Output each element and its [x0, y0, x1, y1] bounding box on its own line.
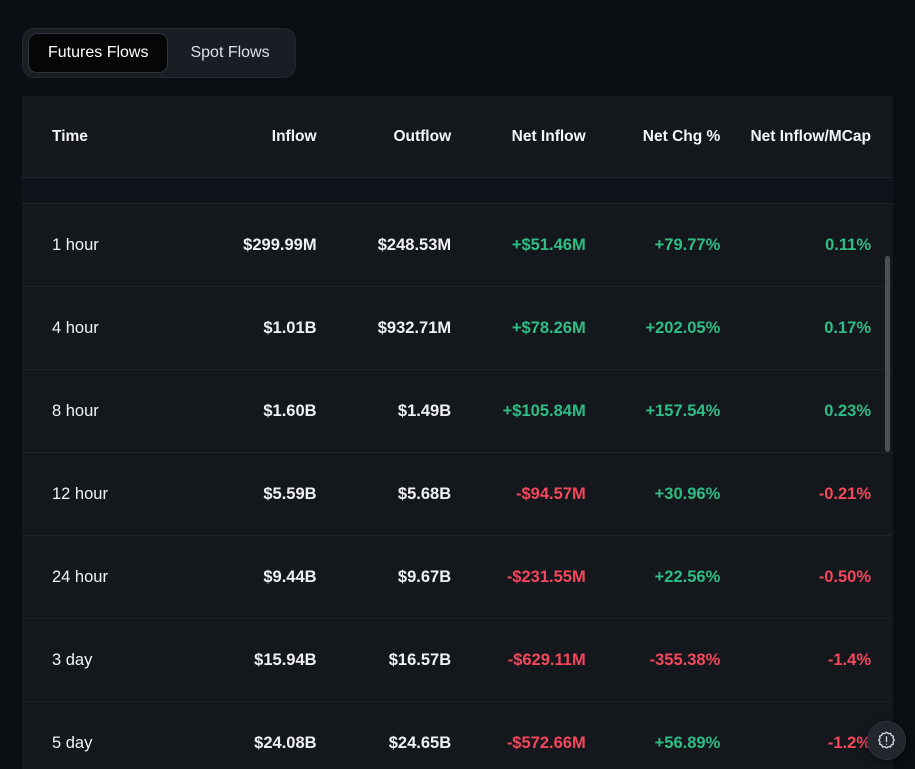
table-row[interactable]: 8 hour $1.60B $1.49B +$105.84M +157.54% 0.23%: [22, 370, 893, 453]
column-header: Net Inflow: [511, 127, 586, 145]
column-header: Outflow: [393, 127, 452, 145]
cell-inflow: $1.01B: [263, 318, 317, 337]
cell-outflow: $9.67B: [397, 567, 452, 586]
cell-net-chg-pct: +30.96%: [654, 484, 721, 503]
cell-net-chg-pct: -355.38%: [649, 650, 721, 669]
cell-net-inflow: -$231.55M: [506, 567, 586, 586]
cell-net-inflow-mcap: 0.17%: [824, 318, 871, 337]
cell-net-inflow-mcap: -0.21%: [818, 484, 871, 503]
cell-net-chg-pct: +56.89%: [654, 733, 721, 752]
badge-alert-icon: [876, 730, 897, 751]
cell-inflow: $5.59B: [263, 484, 317, 503]
vertical-scrollbar-thumb[interactable]: [885, 256, 890, 452]
cell-net-inflow: -$572.66M: [506, 733, 586, 752]
cell-time: 1 hour: [52, 235, 99, 254]
cell-time: 8 hour: [52, 401, 99, 420]
tab-futures-flows[interactable]: Futures Flows: [28, 33, 169, 73]
cell-inflow: $9.44B: [263, 567, 317, 586]
table-row[interactable]: 4 hour $1.01B $932.71M +$78.26M +202.05% 0.17…: [22, 287, 893, 370]
cell-net-inflow-mcap: -1.2%: [827, 733, 871, 752]
partial-scrolled-row: [22, 178, 893, 204]
column-header: Net Chg %: [642, 127, 721, 145]
table-row[interactable]: 5 day $24.08B $24.65B -$572.66M +56.89% -1.2%: [22, 702, 893, 769]
column-header: Inflow: [271, 127, 317, 145]
cell-net-inflow-mcap: 0.23%: [824, 401, 871, 420]
flows-tab-group: Futures Flows Spot Flows: [22, 28, 296, 78]
cell-time: 24 hour: [52, 567, 108, 586]
column-header: Time: [52, 127, 88, 145]
table-row[interactable]: 1 hour $299.99M $248.53M +$51.46M +79.77% 0.1…: [22, 204, 893, 287]
cell-outflow: $932.71M: [377, 318, 452, 337]
cell-inflow: $15.94B: [254, 650, 317, 669]
tab-spot-flows[interactable]: Spot Flows: [190, 44, 270, 61]
cell-inflow: $299.99M: [243, 235, 317, 254]
cell-net-inflow-mcap: -1.4%: [827, 650, 871, 669]
cell-outflow: $5.68B: [397, 484, 452, 503]
cell-outflow: $16.57B: [388, 650, 452, 669]
cell-outflow: $1.49B: [397, 401, 452, 420]
cell-time: 12 hour: [52, 484, 108, 503]
table-header-row: Time Inflow Outflow Net Inflow Net Chg % Net …: [22, 96, 893, 178]
feedback-button[interactable]: [867, 721, 906, 760]
flows-table: Time Inflow Outflow Net Inflow Net Chg % Net …: [22, 96, 893, 769]
column-header: Net Inflow/MCap: [750, 127, 871, 145]
cell-time: 4 hour: [52, 318, 99, 337]
table-row[interactable]: 12 hour $5.59B $5.68B -$94.57M +30.96% -0.21%: [22, 453, 893, 536]
cell-net-chg-pct: +79.77%: [654, 235, 721, 254]
cell-time: 3 day: [52, 650, 93, 669]
cell-outflow: $24.65B: [388, 733, 452, 752]
cell-net-inflow-mcap: 0.11%: [825, 235, 871, 254]
cell-net-inflow: +$78.26M: [511, 318, 586, 337]
cell-net-chg-pct: +157.54%: [645, 401, 721, 420]
cell-net-inflow: +$105.84M: [502, 401, 586, 420]
cell-net-inflow: +$51.46M: [511, 235, 586, 254]
cell-net-inflow: -$94.57M: [515, 484, 586, 503]
cell-net-inflow-mcap: -0.50%: [818, 567, 871, 586]
cell-net-inflow: -$629.11M: [507, 650, 586, 669]
table-body: 1 hour $299.99M $248.53M +$51.46M +79.77% 0.1…: [22, 204, 893, 769]
cell-net-chg-pct: +22.56%: [654, 567, 721, 586]
cell-inflow: $24.08B: [254, 733, 317, 752]
cell-inflow: $1.60B: [263, 401, 317, 420]
table-row[interactable]: 24 hour $9.44B $9.67B -$231.55M +22.56% -0.50…: [22, 536, 893, 619]
cell-time: 5 day: [52, 733, 93, 752]
cell-net-chg-pct: +202.05%: [645, 318, 721, 337]
table-row[interactable]: 3 day $15.94B $16.57B -$629.11M -355.38% -1.4…: [22, 619, 893, 702]
cell-outflow: $248.53M: [377, 235, 452, 254]
